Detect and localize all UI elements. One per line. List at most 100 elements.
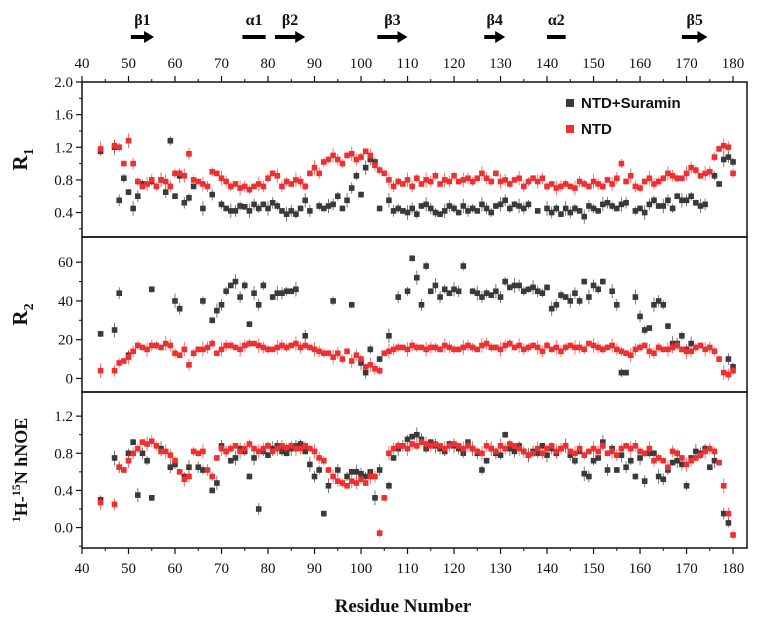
data-point <box>576 178 583 185</box>
data-point <box>683 348 690 355</box>
data-point <box>139 450 146 457</box>
data-point <box>204 183 211 190</box>
data-point <box>641 209 648 216</box>
data-point <box>316 467 322 473</box>
data-point <box>567 298 574 304</box>
data-point <box>674 457 681 464</box>
data-point <box>260 344 267 351</box>
data-point <box>307 344 313 351</box>
data-point <box>679 455 685 461</box>
data-point <box>562 205 569 212</box>
data-point <box>195 346 202 353</box>
data-point <box>641 450 648 457</box>
data-point <box>251 455 257 461</box>
data-point <box>651 181 657 187</box>
data-point <box>200 346 206 353</box>
data-point <box>446 203 453 209</box>
data-point <box>367 473 374 480</box>
data-point <box>204 344 211 351</box>
data-point <box>548 346 555 353</box>
data-point <box>706 344 713 351</box>
data-point <box>507 340 513 347</box>
data-point <box>516 203 522 209</box>
data-point <box>618 445 625 452</box>
data-point <box>427 205 434 212</box>
y-tick-label: 60 <box>58 255 73 271</box>
data-point <box>390 183 397 190</box>
data-point <box>153 443 160 449</box>
data-point <box>404 209 411 216</box>
data-point <box>241 183 248 190</box>
x-tick-label: 70 <box>214 561 229 577</box>
data-point <box>148 495 155 501</box>
data-point <box>623 350 629 357</box>
data-point <box>581 452 588 458</box>
data-point <box>283 178 290 185</box>
data-point <box>516 342 522 349</box>
y-tick-label: 0.8 <box>54 173 73 189</box>
data-point <box>669 459 676 466</box>
data-point <box>479 201 485 208</box>
data-point <box>376 530 383 536</box>
data-point <box>483 443 490 449</box>
top-x-tick-label: 130 <box>489 56 512 72</box>
x-axis-title: Residue Number <box>335 596 472 617</box>
data-point <box>186 464 192 471</box>
data-point <box>409 255 415 262</box>
data-point <box>302 342 309 349</box>
data-point <box>595 181 601 187</box>
data-point <box>632 294 639 300</box>
data-point <box>604 177 611 183</box>
data-point <box>474 290 481 296</box>
data-point <box>613 452 620 458</box>
data-point <box>558 348 564 355</box>
data-point <box>386 177 392 183</box>
data-point <box>627 173 634 179</box>
data-point <box>427 344 434 351</box>
data-point <box>274 203 281 209</box>
data-point <box>465 443 471 449</box>
data-point <box>293 445 299 452</box>
data-point <box>507 205 513 212</box>
data-point <box>423 201 429 208</box>
data-point <box>720 156 727 163</box>
data-point <box>493 448 499 455</box>
ss-element-β4: β4 <box>484 12 506 43</box>
panel-3: 0.0 0.4 0.8 1.2 1H-15N hNOE <box>9 391 748 549</box>
data-point <box>641 327 648 333</box>
data-point <box>372 495 378 501</box>
data-point <box>330 201 336 208</box>
data-point <box>725 144 732 151</box>
data-point <box>390 208 397 214</box>
data-point <box>581 346 588 353</box>
data-point <box>423 263 429 269</box>
data-point <box>269 199 276 206</box>
data-point <box>376 167 383 173</box>
data-point <box>167 464 174 471</box>
data-point <box>497 178 504 185</box>
data-point <box>293 340 299 347</box>
beta-strand-arrowhead <box>397 31 408 43</box>
data-point <box>265 452 271 458</box>
data-point <box>139 183 146 190</box>
data-point <box>655 473 662 480</box>
data-point <box>511 448 518 455</box>
panel-2: 0 20 40 60 R2 <box>8 236 748 393</box>
beta-strand-arrowhead <box>495 31 506 43</box>
data-point <box>404 436 411 443</box>
data-point <box>520 183 527 190</box>
legend-marker <box>566 125 574 133</box>
data-point <box>246 321 253 327</box>
data-point <box>479 450 485 457</box>
data-point <box>348 478 355 484</box>
data-point <box>232 181 239 187</box>
data-point <box>497 443 504 449</box>
data-point <box>386 450 392 457</box>
data-point <box>307 208 313 214</box>
beta-strand-arrowhead <box>697 31 708 43</box>
data-point <box>627 457 634 464</box>
data-point <box>623 369 629 376</box>
data-point <box>288 342 295 349</box>
data-point <box>604 344 611 351</box>
data-point <box>214 455 220 461</box>
